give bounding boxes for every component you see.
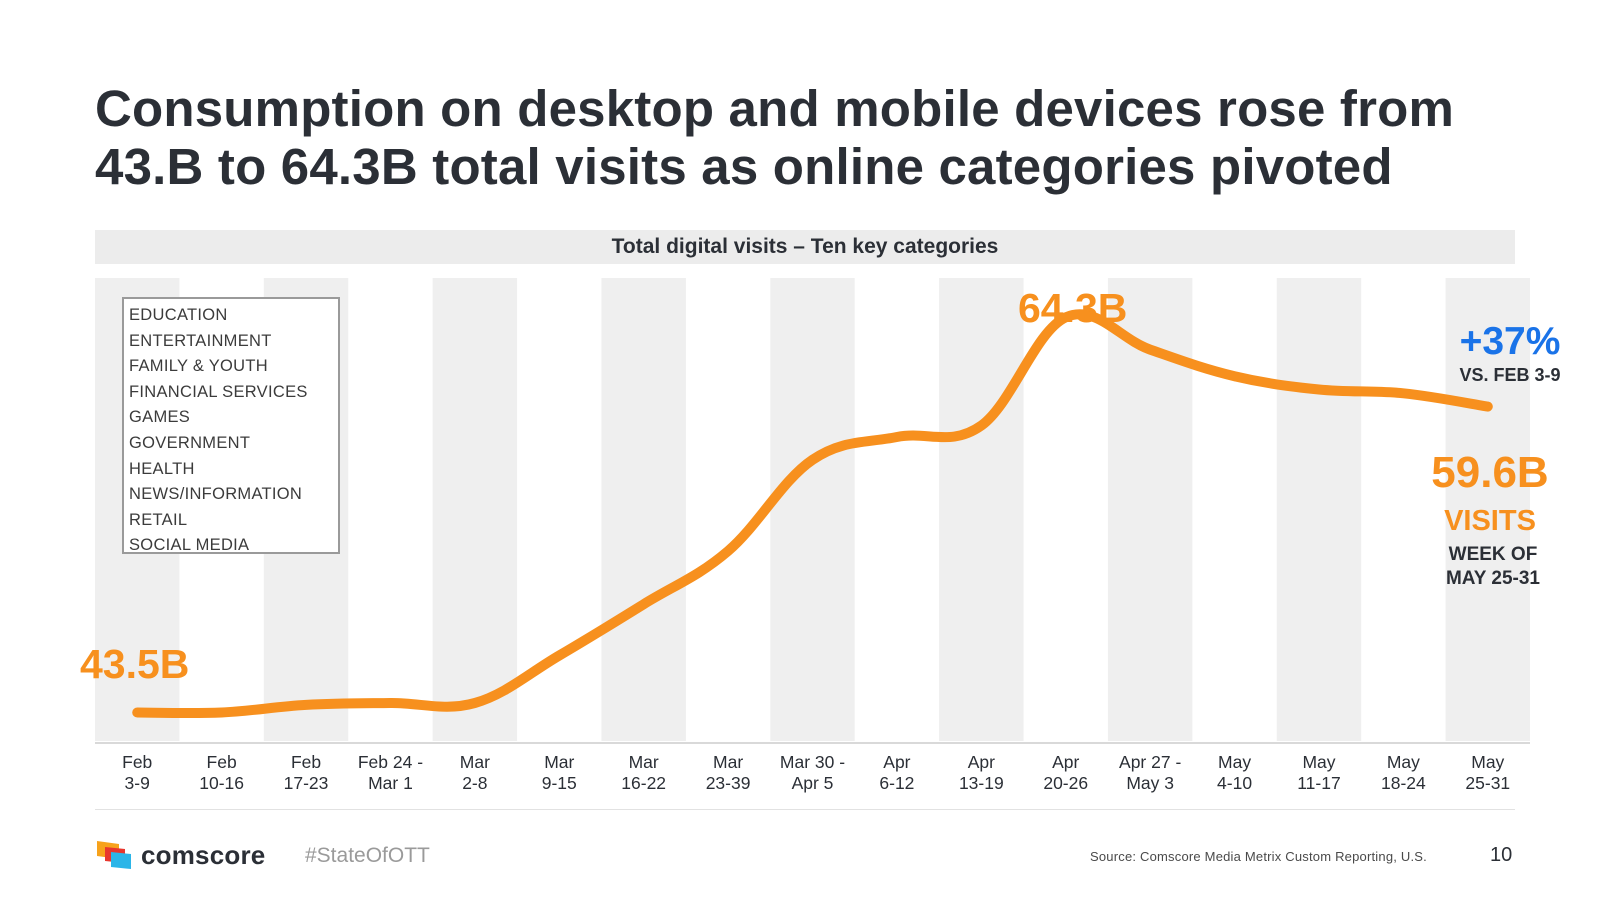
- x-tick-label: Mar: [629, 752, 659, 772]
- x-tick-label: Mar: [544, 752, 574, 772]
- x-tick-label: Feb: [122, 752, 152, 772]
- x-tick-label: May: [1471, 752, 1504, 772]
- legend-item: GOVERNMENT: [129, 433, 251, 452]
- series-line-total-visits: [132, 309, 1493, 719]
- legend-item: FINANCIAL SERVICES: [129, 382, 308, 401]
- category-legend: EDUCATION ENTERTAINMENT FAMILY & YOUTH FINA…: [122, 297, 340, 554]
- hashtag: #StateOfOTT: [305, 844, 430, 867]
- x-tick-label: May: [1218, 752, 1251, 772]
- x-tick-label: 17-23: [284, 773, 329, 793]
- x-tick-label: Feb: [291, 752, 321, 772]
- background-band: [1445, 278, 1530, 741]
- x-tick-label: May: [1302, 752, 1335, 772]
- legend-item: NEWS/INFORMATION: [129, 485, 303, 504]
- x-tick-label: 6-12: [879, 773, 914, 793]
- background-band: [601, 278, 686, 741]
- legend-item: HEALTH: [129, 459, 195, 478]
- x-tick-label: 25-31: [1465, 773, 1510, 793]
- x-tick-label: 9-15: [542, 773, 577, 793]
- background-band: [939, 278, 1024, 741]
- page-number: 10: [1490, 844, 1513, 866]
- brand-name: comscore: [141, 840, 266, 870]
- page-title: Consumption on desktop and mobile device…: [95, 80, 1455, 195]
- source-note: Source: Comscore Media Metrix Custom Rep…: [1090, 849, 1427, 864]
- x-tick-label: Feb 24 -: [358, 752, 423, 772]
- x-tick-label: May: [1387, 752, 1420, 772]
- legend-item: GAMES: [129, 408, 191, 427]
- x-tick-label: 13-19: [959, 773, 1004, 793]
- background-band: [1276, 278, 1362, 741]
- comscore-logo-icon: [97, 841, 131, 869]
- x-tick-label: 4-10: [1217, 773, 1252, 793]
- x-tick-label: Apr: [968, 752, 995, 772]
- x-tick-label: Apr 27 -: [1119, 752, 1181, 772]
- x-tick-label: Mar 1: [368, 773, 413, 793]
- legend-item: ENTERTAINMENT: [129, 331, 272, 350]
- background-band: [770, 278, 855, 741]
- x-tick-label: 18-24: [1381, 773, 1426, 793]
- chart-title: Total digital visits – Ten key categorie…: [95, 230, 1515, 264]
- x-tick-label: May 3: [1126, 773, 1174, 793]
- x-tick-label: 20-26: [1043, 773, 1088, 793]
- footer-divider: [95, 809, 1515, 810]
- legend-item: EDUCATION: [129, 306, 228, 324]
- x-tick-label: Apr: [883, 752, 910, 772]
- background-band: [432, 278, 518, 741]
- x-tick-label: Apr: [1052, 752, 1079, 772]
- x-tick-label: Mar: [713, 752, 743, 772]
- x-tick-label: Apr 5: [792, 773, 834, 793]
- x-tick-label: 3-9: [125, 773, 150, 793]
- legend-item: FAMILY & YOUTH: [129, 357, 268, 376]
- legend-item: SOCIAL MEDIA: [129, 536, 250, 555]
- x-tick-label: 2-8: [462, 773, 487, 793]
- x-tick-label: 10-16: [199, 773, 244, 793]
- x-tick-label: 11-17: [1297, 773, 1340, 793]
- x-tick-label: Mar 30 -: [780, 752, 845, 772]
- x-tick-label: Feb: [207, 752, 237, 772]
- x-tick-label: Mar: [460, 752, 490, 772]
- x-tick-label: 16-22: [621, 773, 666, 793]
- legend-item: RETAIL: [129, 510, 188, 529]
- x-tick-label: 23-39: [706, 773, 751, 793]
